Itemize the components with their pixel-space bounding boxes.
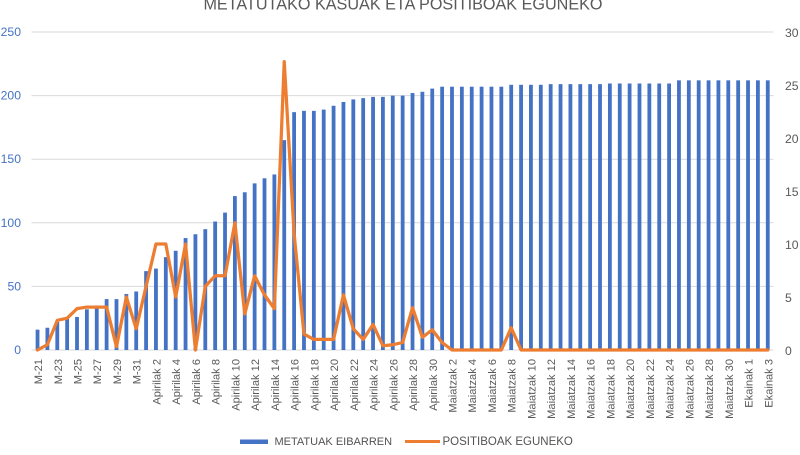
svg-text:5: 5 bbox=[785, 291, 792, 305]
svg-text:50: 50 bbox=[7, 279, 21, 293]
svg-text:Apirilak 8: Apirilak 8 bbox=[211, 359, 223, 405]
svg-text:Apirilak 12: Apirilak 12 bbox=[250, 359, 262, 411]
svg-text:Maiatzak 30: Maiatzak 30 bbox=[724, 359, 736, 419]
svg-text:Apirilak 30: Apirilak 30 bbox=[428, 359, 440, 411]
svg-text:M-29: M-29 bbox=[112, 359, 124, 384]
svg-text:200: 200 bbox=[1, 89, 22, 103]
svg-text:Maiatzak 20: Maiatzak 20 bbox=[625, 359, 637, 419]
svg-text:M-27: M-27 bbox=[92, 359, 104, 384]
svg-text:Apirilak 2: Apirilak 2 bbox=[151, 359, 163, 405]
svg-text:Apirilak 24: Apirilak 24 bbox=[369, 359, 381, 411]
svg-text:Ekainak 3: Ekainak 3 bbox=[763, 359, 775, 408]
svg-text:M-21: M-21 bbox=[33, 359, 45, 384]
svg-text:150: 150 bbox=[1, 152, 22, 166]
svg-text:100: 100 bbox=[1, 216, 22, 230]
svg-text:Maiatzak 6: Maiatzak 6 bbox=[487, 359, 499, 413]
svg-text:M-23: M-23 bbox=[53, 359, 65, 384]
svg-text:Maiatzak 28: Maiatzak 28 bbox=[704, 359, 716, 419]
svg-text:30: 30 bbox=[785, 26, 799, 40]
svg-text:Maiatzak 4: Maiatzak 4 bbox=[467, 359, 479, 413]
svg-text:METATUTAKO KASUAK ETA POSITIBO: METATUTAKO KASUAK ETA POSITIBOAK EGUNEKO bbox=[203, 0, 602, 14]
svg-text:10: 10 bbox=[785, 238, 799, 252]
svg-text:15: 15 bbox=[785, 185, 799, 199]
svg-text:250: 250 bbox=[1, 25, 22, 39]
svg-text:Maiatzak 16: Maiatzak 16 bbox=[586, 359, 598, 419]
svg-text:0: 0 bbox=[14, 343, 21, 357]
svg-text:0: 0 bbox=[785, 344, 792, 358]
svg-text:Maiatzak 14: Maiatzak 14 bbox=[566, 359, 578, 419]
svg-text:METATUAK EIBARREN: METATUAK EIBARREN bbox=[275, 436, 393, 448]
svg-text:Apirilak 20: Apirilak 20 bbox=[329, 359, 341, 411]
svg-text:Apirilak 26: Apirilak 26 bbox=[388, 359, 400, 411]
svg-text:Apirilak 16: Apirilak 16 bbox=[290, 359, 302, 411]
svg-text:M-31: M-31 bbox=[132, 359, 144, 384]
svg-text:25: 25 bbox=[785, 79, 799, 93]
svg-text:Maiatzak 12: Maiatzak 12 bbox=[546, 359, 558, 419]
svg-text:POSITIBOAK EGUNEKO: POSITIBOAK EGUNEKO bbox=[443, 436, 573, 448]
svg-text:Apirilak 6: Apirilak 6 bbox=[191, 359, 203, 405]
svg-text:M-25: M-25 bbox=[73, 359, 85, 384]
svg-text:Apirilak 22: Apirilak 22 bbox=[349, 359, 361, 411]
svg-text:Apirilak 10: Apirilak 10 bbox=[230, 359, 242, 411]
svg-text:Maiatzak 8: Maiatzak 8 bbox=[507, 359, 519, 413]
svg-text:Maiatzak 26: Maiatzak 26 bbox=[684, 359, 696, 419]
svg-text:Maiatzak 22: Maiatzak 22 bbox=[645, 359, 657, 419]
svg-text:Apirilak 28: Apirilak 28 bbox=[408, 359, 420, 411]
svg-text:Maiatzak 18: Maiatzak 18 bbox=[605, 359, 617, 419]
svg-text:Apirilak 4: Apirilak 4 bbox=[171, 359, 183, 405]
svg-text:20: 20 bbox=[785, 132, 799, 146]
svg-text:Apirilak 14: Apirilak 14 bbox=[270, 359, 282, 411]
svg-text:Maiatzak 2: Maiatzak 2 bbox=[447, 359, 459, 413]
svg-text:Apirilak 18: Apirilak 18 bbox=[309, 359, 321, 411]
svg-text:Ekainak 1: Ekainak 1 bbox=[744, 359, 756, 408]
svg-text:Maiatzak 10: Maiatzak 10 bbox=[526, 359, 538, 419]
svg-text:Maiatzak 24: Maiatzak 24 bbox=[665, 359, 677, 419]
